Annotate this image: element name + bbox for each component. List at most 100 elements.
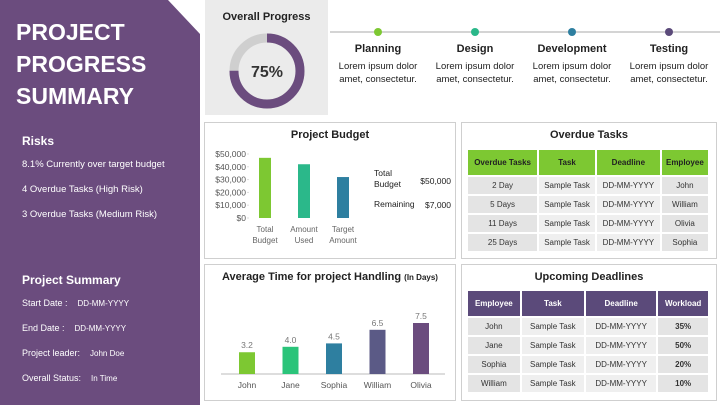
risk-item: 3 Overdue Tasks (Medium Risk) [22,209,157,220]
risks-heading: Risks [22,134,55,148]
timeline: Planning Lorem ipsum dolor amet, consecte… [330,28,720,85]
value-label: 6.5 [372,318,384,328]
summary-row: Start Date : DD-MM-YYYY [22,298,129,323]
bar [337,177,349,218]
table-row: 5 Days Sample Task DD-MM-YYYY William [465,194,711,215]
stage-text: Lorem ipsum dolor amet, consectetur. [629,61,709,85]
stage-text: Lorem ipsum dolor amet, consectetur. [435,61,515,85]
x-tick-label: Olivia [410,380,432,390]
table-cell: John [659,175,711,196]
table-cell: Sample Task [537,232,597,253]
stage-name: Testing [650,43,688,55]
chart-subtitle: (In Days) [404,273,438,282]
table-row: 25 Days Sample Task DD-MM-YYYY Sophia [465,232,711,253]
table: Employee Task Deadline Workload John Sample T… [466,289,710,394]
x-tick-label: John [238,380,257,390]
stage-text: Lorem ipsum dolor amet, consectetur. [532,61,612,85]
y-tick-label: $50,000 [215,149,246,159]
value-label: 4.0 [285,335,297,345]
table-cell: 5 Days [465,194,540,215]
table-cell: DD-MM-YYYY [594,232,662,253]
summary-row: Project leader: John Doe [22,348,129,373]
stage-text-box: Lorem ipsum dolor amet, consectetur. [629,61,709,85]
x-tick-label: Sophia [321,380,348,390]
overdue-panel: Overdue Tasks Overdue Tasks Task Deadline E… [461,122,717,259]
x-tick-label: Amount Used [290,225,318,245]
field-value: In Time [91,374,118,383]
x-tick-label: Target Amount [329,225,357,245]
stage-text: Lorem ipsum dolor amet, consectetur. [338,61,418,85]
table-cell: DD-MM-YYYY [594,213,662,234]
bar [259,157,271,218]
y-tick-label: $30,000 [215,175,246,185]
table-cell: DD-MM-YYYY [594,194,662,215]
table-cell: Sample Task [537,213,597,234]
field-label: End Date : [22,323,65,333]
table-cell: Sample Task [519,354,587,375]
table-row: John Sample Task DD-MM-YYYY 35% [466,316,710,337]
x-label-box: Total Budget [252,225,277,245]
table-cell: Sophia [659,232,711,253]
time-panel: Average Time for project Handling (In Da… [204,264,456,401]
risk-item: 4 Overdue Tasks (High Risk) [22,184,143,195]
annotation-box: Remaining [374,199,414,209]
stage-name: Planning [355,43,401,55]
header-row: Overdue Tasks Task Deadline Employee [465,148,711,177]
donut-label: 75% [251,64,283,81]
table-cell: Sample Task [519,335,587,356]
chart-title: Project Budget [290,129,370,141]
timeline-dot [471,28,479,36]
table-cell: Sample Task [519,316,587,337]
time-chart: 3.2 John 4.0 Jane 4.5 Sophia 6.5 William 7.5 Oliv… [221,311,445,390]
stage-name: Design [457,43,494,55]
field-label: Start Date : [22,298,68,308]
table-cell: 10% [656,373,710,394]
budget-panel: Project Budget $0 $10,000 $20,000 $30,000 $4… [204,122,456,259]
header-cell: Overdue Tasks [465,148,540,177]
table: Overdue Tasks Task Deadline Employee 2 Day Sa… [465,148,711,253]
table-cell: Jane [466,335,522,356]
table-row: Sophia Sample Task DD-MM-YYYY 20% [466,354,710,375]
header-row: Employee Task Deadline Workload [466,289,710,318]
value-label: 7.5 [415,311,427,321]
bar [282,346,299,374]
header-cell: Deadline [594,148,662,177]
annotation-value: $7,000 [425,200,451,210]
table-cell: DD-MM-YYYY [583,354,659,375]
timeline-dot [374,28,382,36]
stage-name: Development [537,43,606,55]
table-cell: DD-MM-YYYY [583,335,659,356]
table-cell: DD-MM-YYYY [583,316,659,337]
x-tick-label: William [364,380,391,390]
field-value: DD-MM-YYYY [77,299,130,308]
header-cell: Task [519,289,587,318]
budget-chart: $0 $10,000 $20,000 $30,000 $40,000 $50,000 Tot… [215,149,451,245]
table-cell: Sample Task [537,194,597,215]
table-cell: 2 Day [465,175,540,196]
progress-box: Overall Progress 75% [205,0,328,115]
annotation-value: $50,000 [420,176,451,186]
table-row: Jane Sample Task DD-MM-YYYY 50% [466,335,710,356]
bar [298,164,310,218]
table-cell: Olivia [659,213,711,234]
table-cell: Sample Task [519,373,587,394]
stage-text-box: Lorem ipsum dolor amet, consectetur. [435,61,515,85]
table-cell: 35% [656,316,710,337]
page-title: PROJECT PROGRESS SUMMARY [16,19,147,109]
sidebar: PROJECT PROGRESS SUMMARY Risks 8.1% Curr… [0,0,200,405]
x-label-box: Target Amount [329,225,357,245]
table-cell: William [466,373,522,394]
summary-fields: Start Date : DD-MM-YYYY End Date : DD-MM-YY… [22,298,129,398]
field-value: DD-MM-YYYY [74,324,127,333]
table-row: 11 Days Sample Task DD-MM-YYYY Olivia [465,213,711,234]
summary-row: Overall Status: In Time [22,373,129,398]
x-label-box: Amount Used [290,225,318,245]
y-tick-label: $10,000 [215,200,246,210]
annotation-box: Total Budget [374,168,401,189]
y-tick-label: $0 [237,213,247,223]
upcoming-panel: Upcoming Deadlines Employee Task Deadline W… [461,264,717,401]
table-row: William Sample Task DD-MM-YYYY 10% [466,373,710,394]
stage-text-box: Lorem ipsum dolor amet, consectetur. [532,61,612,85]
table-title: Upcoming Deadlines [534,271,644,283]
